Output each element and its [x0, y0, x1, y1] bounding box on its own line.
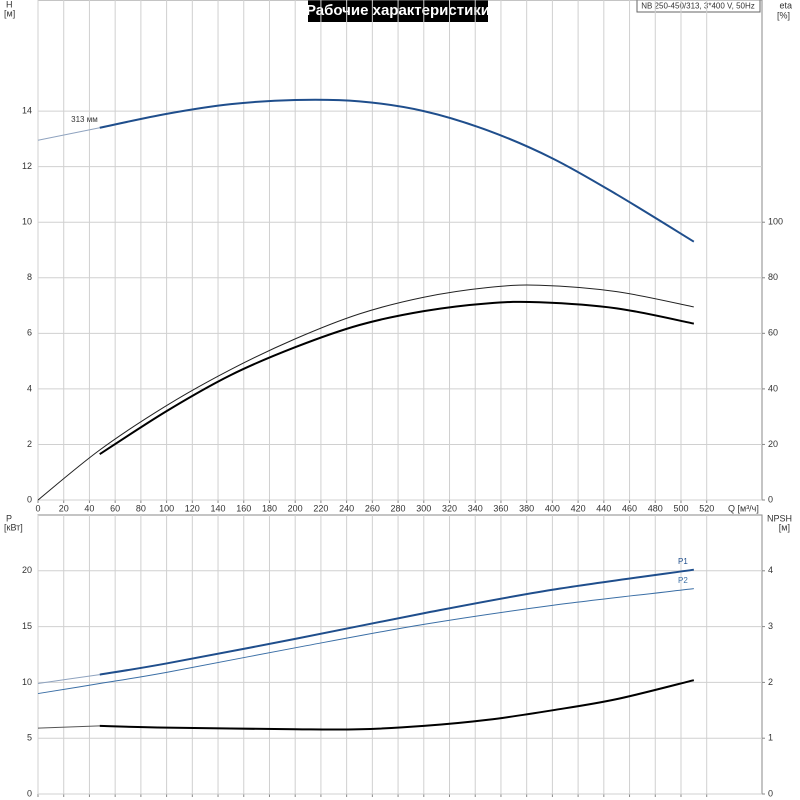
- curve: [99, 300, 695, 456]
- y2-tick-label: 0: [768, 788, 773, 798]
- y-tick-label: 5: [27, 733, 32, 743]
- x-tick-label: 140: [211, 503, 226, 513]
- x-tick-label: 20: [59, 503, 69, 513]
- x-tick-label: 360: [493, 503, 508, 513]
- y-tick-label: 0: [27, 788, 32, 798]
- curve-label: P1: [678, 557, 688, 566]
- y2-axis-label: NPSH: [767, 513, 792, 523]
- curve: [37, 588, 694, 695]
- x-tick-label: 280: [391, 503, 406, 513]
- y2-tick-label: 3: [768, 621, 773, 631]
- x-tick-label: 340: [468, 503, 483, 513]
- x-tick-label: 260: [365, 503, 380, 513]
- x-tick-label: 400: [545, 503, 560, 513]
- x-tick-label: 200: [288, 503, 303, 513]
- y2-tick-label: 60: [768, 328, 778, 338]
- x-tick-label: 320: [442, 503, 457, 513]
- x-tick-label: 520: [699, 503, 714, 513]
- curve: [99, 568, 694, 676]
- y-axis-unit: [кВт]: [4, 522, 23, 532]
- plot-area: [37, 0, 763, 501]
- x-tick-label: 460: [622, 503, 637, 513]
- y-tick-label: 8: [27, 272, 32, 282]
- x-tick-label: 0: [35, 503, 40, 513]
- y2-tick-label: 0: [768, 494, 773, 504]
- plot-area: [37, 514, 763, 795]
- y-tick-label: 10: [22, 217, 32, 227]
- curve: [37, 127, 100, 141]
- y2-axis-unit: [м]: [779, 522, 790, 532]
- y2-tick-label: 40: [768, 383, 778, 393]
- y-tick-label: 14: [22, 105, 32, 115]
- x-axis-label: Q [м³/ч]: [728, 503, 759, 513]
- curve-label: P2: [678, 576, 688, 585]
- x-tick-label: 440: [596, 503, 611, 513]
- y2-tick-label: 1: [768, 733, 773, 743]
- x-tick-label: 480: [648, 503, 663, 513]
- y-tick-label: 10: [22, 677, 32, 687]
- y-tick-label: 15: [22, 621, 32, 631]
- curve: [99, 679, 695, 731]
- y-axis-label: H: [6, 0, 13, 9]
- y-tick-label: 4: [27, 383, 32, 393]
- x-tick-label: 380: [519, 503, 534, 513]
- y2-axis-unit: [%]: [777, 10, 790, 20]
- y-tick-label: 6: [27, 328, 32, 338]
- x-tick-label: 40: [84, 503, 94, 513]
- y-tick-label: 12: [22, 161, 32, 171]
- curve: [99, 98, 695, 243]
- y-tick-label: 0: [27, 494, 32, 504]
- curve: [37, 674, 100, 685]
- y-tick-label: 20: [22, 565, 32, 575]
- x-tick-label: 80: [136, 503, 146, 513]
- model-label: NB 250-450/313, 3*400 V, 50Hz: [641, 2, 755, 11]
- y-axis-unit: [м]: [4, 8, 15, 18]
- x-tick-label: 180: [262, 503, 277, 513]
- x-tick-label: 220: [313, 503, 328, 513]
- x-tick-label: 100: [159, 503, 174, 513]
- x-tick-label: 60: [110, 503, 120, 513]
- curve-label: 313 мм: [71, 115, 98, 124]
- y-axis-label: P: [6, 513, 12, 523]
- y2-tick-label: 100: [768, 217, 783, 227]
- y2-tick-label: 2: [768, 677, 773, 687]
- y-tick-label: 2: [27, 439, 32, 449]
- y2-axis-label: eta: [779, 0, 792, 10]
- y2-tick-label: 20: [768, 439, 778, 449]
- curve: [37, 725, 100, 729]
- curve: [37, 284, 694, 501]
- x-tick-label: 300: [416, 503, 431, 513]
- x-tick-label: 240: [339, 503, 354, 513]
- y2-tick-label: 4: [768, 565, 773, 575]
- y2-tick-label: 80: [768, 272, 778, 282]
- x-tick-label: 420: [571, 503, 586, 513]
- x-tick-label: 160: [236, 503, 251, 513]
- x-tick-label: 120: [185, 503, 200, 513]
- x-tick-label: 500: [673, 503, 688, 513]
- model-box: [636, 0, 761, 13]
